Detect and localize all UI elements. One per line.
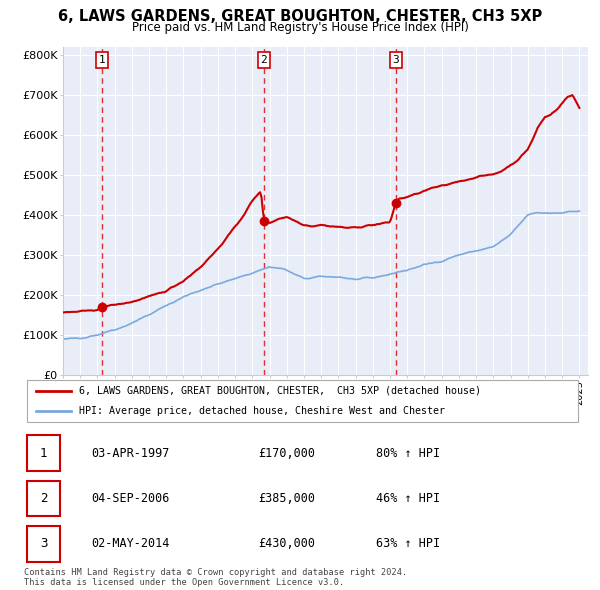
Text: Price paid vs. HM Land Registry's House Price Index (HPI): Price paid vs. HM Land Registry's House … — [131, 21, 469, 34]
FancyBboxPatch shape — [27, 526, 60, 562]
Text: 2: 2 — [260, 55, 267, 65]
Text: 80% ↑ HPI: 80% ↑ HPI — [376, 447, 440, 460]
Text: £385,000: £385,000 — [259, 492, 316, 505]
Text: 1: 1 — [98, 55, 105, 65]
Text: 02-MAY-2014: 02-MAY-2014 — [91, 537, 169, 550]
FancyBboxPatch shape — [27, 435, 60, 471]
Text: 04-SEP-2006: 04-SEP-2006 — [91, 492, 169, 505]
Text: £430,000: £430,000 — [259, 537, 316, 550]
FancyBboxPatch shape — [27, 380, 578, 422]
Text: 6, LAWS GARDENS, GREAT BOUGHTON, CHESTER, CH3 5XP: 6, LAWS GARDENS, GREAT BOUGHTON, CHESTER… — [58, 9, 542, 24]
Text: 2: 2 — [40, 492, 47, 505]
Text: 63% ↑ HPI: 63% ↑ HPI — [376, 537, 440, 550]
Text: £170,000: £170,000 — [259, 447, 316, 460]
Text: 1: 1 — [40, 447, 47, 460]
Text: 6, LAWS GARDENS, GREAT BOUGHTON, CHESTER,  CH3 5XP (detached house): 6, LAWS GARDENS, GREAT BOUGHTON, CHESTER… — [79, 386, 481, 396]
FancyBboxPatch shape — [27, 481, 60, 516]
Text: 03-APR-1997: 03-APR-1997 — [91, 447, 169, 460]
Text: 3: 3 — [392, 55, 399, 65]
Text: HPI: Average price, detached house, Cheshire West and Chester: HPI: Average price, detached house, Ches… — [79, 406, 445, 416]
Text: 46% ↑ HPI: 46% ↑ HPI — [376, 492, 440, 505]
Text: 3: 3 — [40, 537, 47, 550]
Text: Contains HM Land Registry data © Crown copyright and database right 2024.
This d: Contains HM Land Registry data © Crown c… — [24, 568, 407, 587]
